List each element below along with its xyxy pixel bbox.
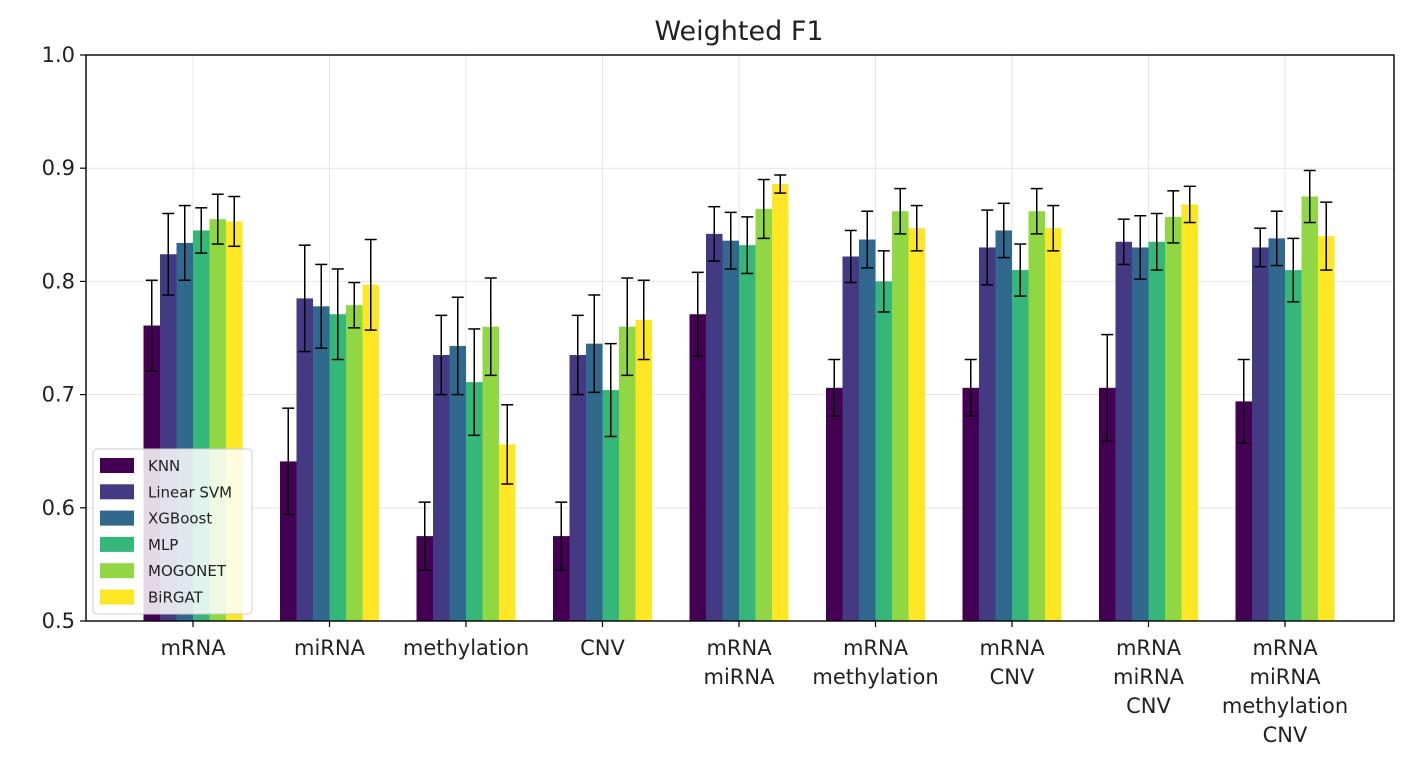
x-tick-label: CNV <box>580 636 625 660</box>
bar <box>1028 211 1045 621</box>
x-tick-label: CNV <box>990 665 1035 689</box>
bar <box>1318 236 1335 621</box>
bar <box>755 208 772 621</box>
x-axis: mRNA miRNA methylation CNV mRNA miRNA mRNA meth… <box>160 621 1348 747</box>
legend-label: BiRGAT <box>148 589 204 607</box>
x-tick-label: mRNA <box>160 636 226 660</box>
bar <box>296 298 313 621</box>
bar <box>772 184 789 621</box>
bar <box>1148 241 1165 621</box>
y-tick-label: 0.6 <box>42 496 75 520</box>
bar <box>433 354 450 621</box>
bar <box>313 306 330 621</box>
bar <box>892 211 909 621</box>
legend-swatch <box>100 536 134 552</box>
bar <box>995 230 1012 621</box>
bar <box>466 382 483 621</box>
bar <box>619 326 636 621</box>
x-tick-label: miRNA <box>1250 665 1322 689</box>
bar <box>1045 228 1062 622</box>
legend-label: MLP <box>148 536 178 554</box>
chart-title: Weighted F1 <box>654 16 823 47</box>
bar <box>449 345 466 621</box>
x-tick-label: methylation <box>1222 694 1348 718</box>
bar <box>1115 241 1132 621</box>
bar <box>602 390 619 621</box>
x-tick-label: miRNA <box>294 636 366 660</box>
legend-label: XGBoost <box>148 510 212 528</box>
bar <box>416 536 433 621</box>
bar <box>979 247 996 621</box>
bar <box>635 319 652 621</box>
bar <box>1301 196 1318 621</box>
bar <box>908 228 925 622</box>
legend-label: MOGONET <box>148 562 227 580</box>
bar <box>346 305 363 621</box>
legend-label: KNN <box>148 457 180 475</box>
bar <box>842 256 859 621</box>
legend-swatch <box>100 589 134 605</box>
y-tick-label: 1.0 <box>42 43 75 67</box>
bar <box>859 239 876 622</box>
bar <box>1012 270 1029 621</box>
bar <box>722 240 739 621</box>
bar <box>280 461 297 621</box>
x-tick-label: methylation <box>403 636 529 660</box>
x-tick-label: CNV <box>1126 694 1171 718</box>
legend: KNN Linear SVM XGBoost MLP MOGONET BiRGAT <box>92 448 253 615</box>
x-tick-label: mRNA <box>979 636 1045 660</box>
x-tick-label: methylation <box>812 665 938 689</box>
bar <box>875 281 892 621</box>
legend-swatch <box>100 458 134 473</box>
legend-swatch <box>100 484 134 500</box>
bar <box>1285 270 1302 621</box>
bar <box>826 387 843 621</box>
bar <box>689 314 706 621</box>
x-tick-label: miRNA <box>1113 665 1185 689</box>
bar <box>499 444 516 621</box>
bar <box>569 354 586 621</box>
bar <box>1235 401 1252 621</box>
bar <box>329 314 346 621</box>
bars <box>143 184 1335 622</box>
bar <box>1181 204 1198 621</box>
y-tick-label: 0.9 <box>42 156 75 180</box>
error-bars <box>145 169 1333 571</box>
bar <box>739 245 756 621</box>
y-tick-label: 0.8 <box>42 269 75 293</box>
x-tick-label: mRNA <box>843 636 909 660</box>
bar <box>1165 216 1182 621</box>
bar <box>962 387 979 621</box>
bar <box>1268 238 1285 621</box>
bar <box>1099 387 1116 621</box>
legend-swatch <box>100 510 134 526</box>
x-tick-label: mRNA <box>1116 636 1182 660</box>
bar <box>706 233 723 621</box>
x-tick-label: mRNA <box>706 636 772 660</box>
bar <box>586 343 603 621</box>
x-tick-label: CNV <box>1263 723 1308 747</box>
x-tick-label: miRNA <box>704 665 776 689</box>
plot-frame <box>85 54 1395 622</box>
bar <box>1252 247 1269 621</box>
y-axis: 0.5 0.6 0.7 0.8 0.9 1.0 <box>42 43 86 633</box>
x-tick-label: mRNA <box>1252 636 1318 660</box>
y-tick-label: 0.7 <box>42 383 75 407</box>
bar <box>553 536 570 621</box>
bar <box>482 326 499 621</box>
legend-label: Linear SVM <box>148 483 232 501</box>
bar <box>362 284 379 621</box>
y-tick-label: 0.5 <box>42 609 75 633</box>
bar <box>1132 247 1149 621</box>
legend-swatch <box>100 563 134 579</box>
